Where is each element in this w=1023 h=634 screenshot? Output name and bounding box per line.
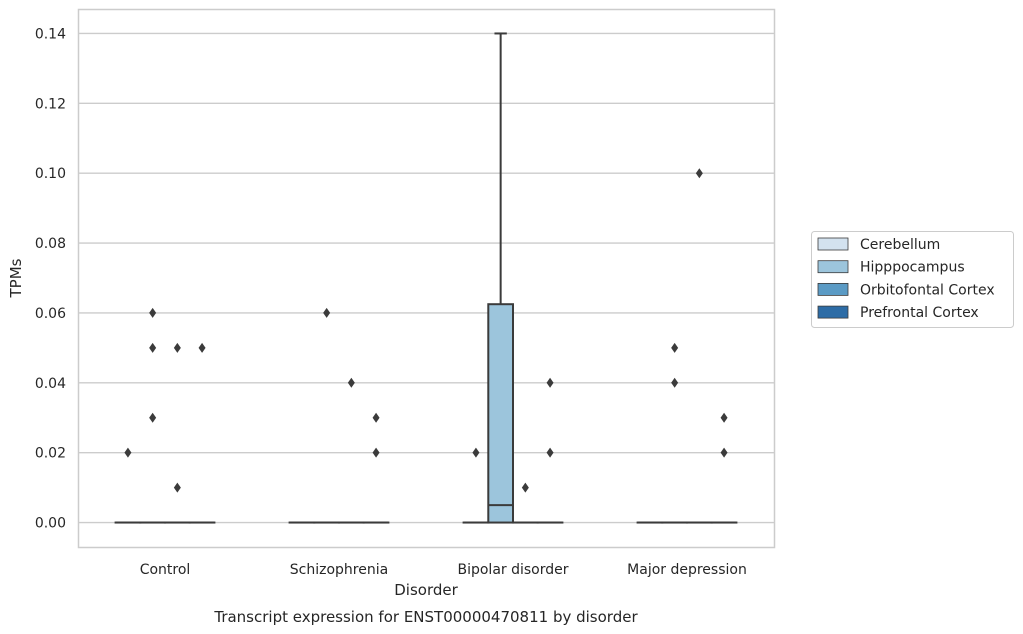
y-tick-label: 0.02 (35, 446, 66, 462)
outlier-marker (173, 342, 181, 353)
x-tick-label: Control (140, 562, 191, 578)
legend-label: Cerebellum (860, 237, 940, 253)
outlier-marker (149, 412, 157, 423)
legend: Cerebellum Hipppocampus Orbitofontal Corte… (811, 231, 1014, 328)
y-tick-label: 0.00 (35, 516, 66, 532)
outlier-marker (372, 412, 380, 423)
outlier-marker (546, 447, 554, 458)
box-group (139, 307, 167, 524)
legend-frame (811, 231, 1014, 328)
outlier-marker (671, 342, 679, 353)
box-group (338, 377, 365, 524)
box-group (313, 307, 340, 524)
outlier-marker (124, 447, 132, 458)
box-group (686, 168, 713, 524)
legend-label: Prefrontal Cortex (860, 305, 979, 321)
legend-label: Hipppocampus (860, 260, 965, 276)
plot-frame (77, 8, 776, 549)
legend-item: Cerebellum (817, 237, 940, 253)
outlier-marker (671, 377, 679, 388)
legend-item: Hipppocampus (817, 260, 965, 276)
outlier-marker (149, 307, 157, 318)
outlier-marker (149, 342, 157, 353)
y-tick-label: 0.14 (35, 26, 66, 42)
y-tick-label: 0.12 (35, 96, 66, 112)
outlier-marker (546, 377, 554, 388)
legend-swatch (817, 260, 849, 274)
outlier-marker (521, 482, 529, 493)
legend-item: Prefrontal Cortex (817, 305, 979, 321)
box (487, 303, 514, 524)
y-tick-label: 0.06 (35, 306, 66, 322)
legend-label: Orbitofontal Cortex (860, 282, 995, 298)
legend-swatch (817, 305, 849, 319)
outlier-marker (347, 377, 355, 388)
outlier-marker (720, 412, 728, 423)
box-group (462, 447, 490, 524)
box-group (710, 412, 738, 524)
y-axis-ticks: 0.00 0.02 0.04 0.06 0.08 0.10 0.12 0.14 (35, 26, 66, 531)
x-tick-label: Bipolar disorder (457, 562, 568, 578)
y-axis-label: TPMs (7, 258, 25, 298)
y-tick-label: 0.04 (35, 376, 66, 392)
outlier-marker (173, 482, 181, 493)
outlier-marker (472, 447, 480, 458)
y-tick-label: 0.10 (35, 166, 66, 182)
outlier-marker (695, 168, 703, 179)
outlier-marker (372, 447, 380, 458)
box-group (362, 412, 390, 524)
box-group (164, 342, 191, 524)
outlier-marker (323, 307, 331, 318)
chart-caption: Transcript expression for ENST0000047081… (213, 608, 638, 626)
box-group (114, 447, 142, 524)
y-tick-label: 0.08 (35, 236, 66, 252)
legend-item: Orbitofontal Cortex (817, 282, 995, 298)
x-axis-ticks: Control Schizophrenia Bipolar disorder Majo… (140, 562, 747, 578)
legend-swatch (817, 237, 849, 251)
outlier-marker (720, 447, 728, 458)
box-group (536, 377, 564, 524)
box-group (512, 482, 539, 524)
outlier-marker (198, 342, 206, 353)
grid-lines (78, 32, 774, 524)
x-axis-label: Disorder (394, 581, 458, 599)
x-tick-label: Major depression (627, 562, 747, 578)
x-tick-label: Schizophrenia (290, 562, 388, 578)
legend-swatch (817, 282, 849, 296)
plot-area (114, 32, 738, 524)
box-group (487, 32, 514, 524)
box-group (661, 342, 688, 524)
box-group (188, 342, 216, 524)
